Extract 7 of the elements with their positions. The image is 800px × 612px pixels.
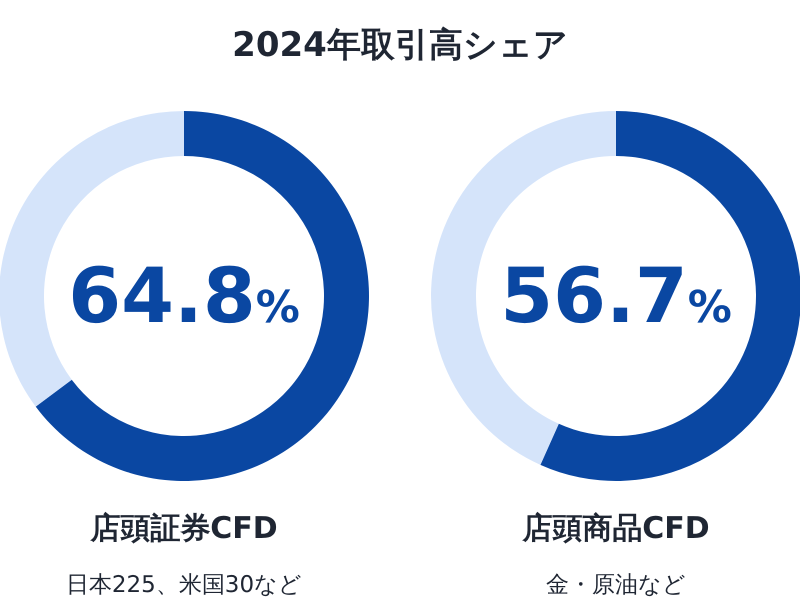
text: 日本225、米国30など bbox=[66, 572, 302, 598]
text: 店頭証券CFD bbox=[89, 511, 278, 546]
data-label: 64.8% bbox=[68, 251, 300, 340]
data-label: 56.7% bbox=[500, 251, 732, 340]
text: 店頭商品CFD bbox=[521, 511, 710, 546]
text: 2024年取引高シェア bbox=[232, 25, 568, 65]
text: 金・原油など bbox=[546, 572, 686, 598]
